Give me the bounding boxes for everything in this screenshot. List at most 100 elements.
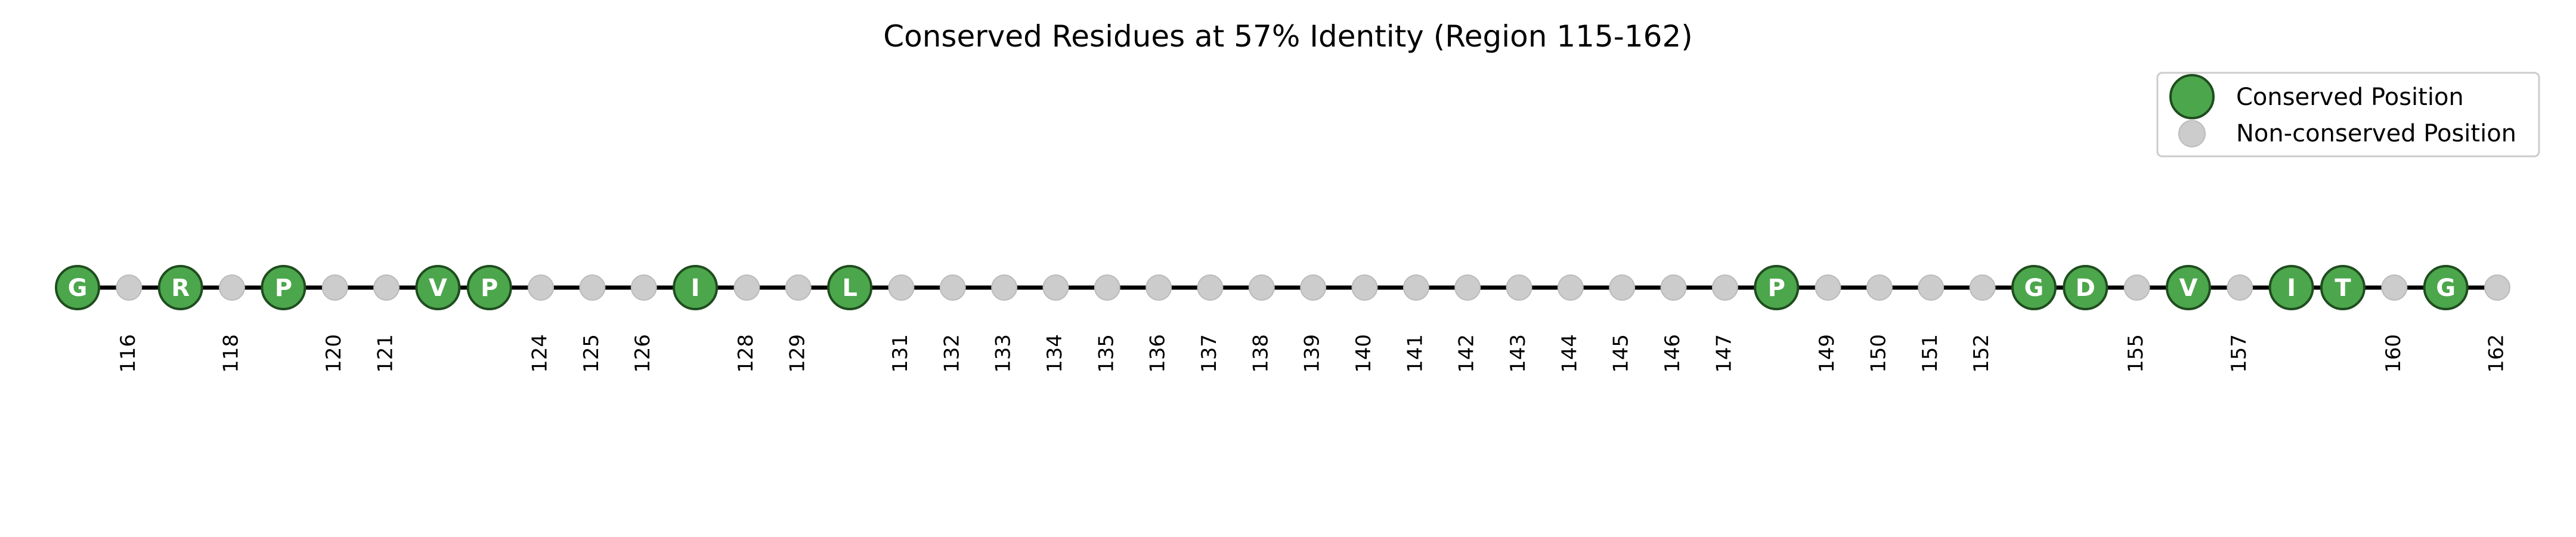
nonconserved-marker: [939, 274, 966, 301]
residue-label: V: [2179, 274, 2197, 302]
residue-label: D: [2076, 274, 2095, 302]
position-tick-label: 146: [1661, 334, 1685, 373]
position-tick-label: 131: [888, 334, 912, 373]
nonconserved-marker: [1711, 274, 1738, 301]
position-tick-label: 145: [1609, 334, 1633, 373]
position-tick-label: 160: [2382, 334, 2405, 373]
nonconserved-marker: [2484, 274, 2510, 301]
conserved-marker: [2423, 265, 2469, 310]
nonconserved-marker: [2381, 274, 2408, 301]
nonconserved-marker: [1454, 274, 1481, 301]
nonconserved-marker: [1918, 274, 1945, 301]
position-tick-label: 125: [580, 334, 603, 373]
legend-conserved-marker: [2169, 74, 2215, 119]
nonconserved-marker: [116, 274, 143, 301]
nonconserved-marker: [1557, 274, 1584, 301]
conserved-marker: [261, 265, 306, 310]
conserved-marker: [2011, 265, 2057, 310]
nonconserved-marker: [373, 274, 400, 301]
legend-frame: [2156, 72, 2540, 158]
nonconserved-marker: [1815, 274, 1841, 301]
chart-title: Conserved Residues at 57% Identity (Regi…: [883, 19, 1693, 54]
conserved-marker: [673, 265, 719, 310]
residue-label: V: [429, 274, 447, 302]
position-tick-label: 150: [1866, 334, 1890, 373]
position-tick-label: 136: [1146, 334, 1170, 373]
nonconserved-marker: [321, 274, 348, 301]
residue-label: R: [171, 274, 190, 302]
nonconserved-marker: [991, 274, 1018, 301]
position-tick-label: 141: [1403, 334, 1427, 373]
position-tick-label: 138: [1249, 334, 1272, 373]
nonconserved-marker: [785, 274, 812, 301]
position-tick-label: 118: [219, 334, 243, 373]
residue-label: G: [2024, 274, 2044, 302]
nonconserved-marker: [219, 274, 246, 301]
nonconserved-marker: [2123, 274, 2150, 301]
position-tick-label: 120: [322, 334, 346, 373]
position-tick-label: 133: [992, 334, 1015, 373]
position-tick-label: 132: [940, 334, 964, 373]
nonconserved-marker: [1094, 274, 1120, 301]
position-tick-label: 139: [1301, 334, 1324, 373]
position-tick-label: 144: [1558, 334, 1581, 373]
position-tick-label: 157: [2227, 334, 2251, 373]
position-tick-label: 128: [734, 334, 758, 373]
nonconserved-marker: [1660, 274, 1687, 301]
legend-conserved-label: Conserved Position: [2236, 84, 2464, 111]
nonconserved-marker: [1609, 274, 1636, 301]
position-tick-label: 116: [116, 334, 140, 373]
residue-label: T: [2334, 274, 2351, 302]
nonconserved-marker: [528, 274, 555, 301]
residue-label: P: [481, 274, 498, 302]
position-tick-label: 135: [1094, 334, 1118, 373]
residue-label: I: [2287, 274, 2296, 302]
residue-label: I: [691, 274, 700, 302]
residue-label: L: [842, 274, 857, 302]
conserved-marker: [2268, 265, 2314, 310]
conserved-marker: [415, 265, 461, 310]
conserved-marker: [157, 265, 203, 310]
nonconserved-marker: [579, 274, 606, 301]
residue-label: G: [2436, 274, 2456, 302]
nonconserved-marker: [733, 274, 760, 301]
plot-area: 116 118 120 121 124 125 126 128 129 131 132 133 134 1…: [55, 265, 2510, 373]
nonconserved-marker: [1402, 274, 1429, 301]
conserved-marker: [2165, 265, 2211, 310]
nonconserved-marker: [1042, 274, 1069, 301]
position-tick-label: 137: [1197, 334, 1221, 373]
legend-nonconserved-marker: [2178, 120, 2206, 147]
legend: Conserved Position Non-conserved Positio…: [2156, 72, 2540, 158]
residue-label: P: [275, 274, 292, 302]
position-tick-label: 134: [1043, 334, 1067, 373]
nonconserved-marker: [630, 274, 657, 301]
conserved-marker: [466, 265, 512, 310]
position-tick-label: 121: [374, 334, 398, 373]
position-tick-label: 140: [1352, 334, 1376, 373]
nonconserved-marker: [1969, 274, 1996, 301]
position-tick-label: 152: [1970, 334, 1993, 373]
nonconserved-marker: [1197, 274, 1224, 301]
residue-label: P: [1768, 274, 1785, 302]
position-tick-label: 129: [785, 334, 809, 373]
position-tick-label: 142: [1455, 334, 1479, 373]
conserved-marker: [2063, 265, 2109, 310]
conserved-marker: [55, 265, 100, 310]
position-tick-label: 162: [2485, 334, 2509, 373]
conserved-marker: [2320, 265, 2366, 310]
nonconserved-marker: [2227, 274, 2253, 301]
conserved-marker: [1754, 265, 1800, 310]
nonconserved-marker: [1866, 274, 1893, 301]
residue-label: G: [68, 274, 88, 302]
position-tick-label: 155: [2124, 334, 2148, 373]
position-tick-label: 151: [1918, 334, 1942, 373]
nonconserved-marker: [1351, 274, 1378, 301]
legend-nonconserved-label: Non-conserved Position: [2236, 120, 2516, 147]
nonconserved-marker: [1506, 274, 1532, 301]
nonconserved-marker: [1248, 274, 1275, 301]
position-tick-label: 143: [1506, 334, 1530, 373]
nonconserved-marker: [1145, 274, 1172, 301]
nonconserved-marker: [888, 274, 915, 301]
nonconserved-marker: [1300, 274, 1327, 301]
